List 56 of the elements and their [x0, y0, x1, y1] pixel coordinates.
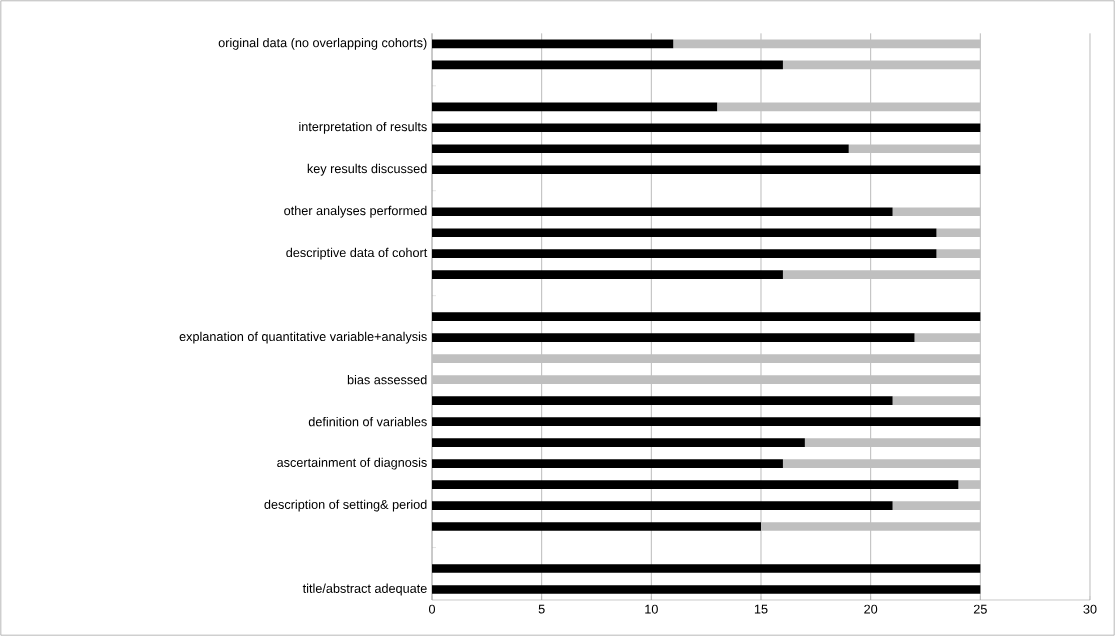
bar [936, 249, 981, 259]
bar [432, 312, 981, 321]
bar [432, 417, 981, 426]
bar [432, 522, 761, 531]
bar [432, 165, 981, 175]
bar [432, 585, 981, 594]
bar [432, 228, 937, 238]
bar [782, 459, 981, 468]
bar [936, 228, 981, 238]
bar [804, 438, 981, 447]
y-tick-label: descriptive data of cohort [286, 247, 428, 260]
x-tick-label: 30 [1083, 604, 1097, 614]
bar [432, 396, 893, 405]
bar [432, 60, 783, 70]
y-tick-label: explanation of quantitative variable+analysis [179, 331, 427, 344]
bar [432, 501, 893, 510]
y-tick-label: original data (no overlapping cohorts) [218, 37, 427, 50]
x-tick-label: 5 [538, 604, 545, 614]
bar [958, 480, 981, 489]
y-tick-label: ascertainment of diagnosis [277, 457, 427, 470]
y-tick-label: description of setting& period [264, 499, 427, 512]
bar [432, 270, 783, 280]
y-tick-label: key results discussed [307, 163, 427, 176]
x-tick-label: 20 [864, 604, 878, 614]
bar [892, 207, 981, 217]
bar [432, 207, 893, 217]
x-tick-label: 15 [754, 604, 768, 614]
bar [432, 102, 718, 112]
bar [914, 333, 981, 342]
x-tick-label: 0 [428, 604, 436, 614]
bar [432, 375, 981, 384]
x-tick-label: 25 [973, 604, 987, 614]
y-tick-label: title/abstract adequate [302, 583, 427, 596]
bar [432, 354, 981, 363]
bar [782, 60, 981, 70]
bar [432, 480, 959, 489]
bar [432, 564, 981, 573]
x-tick-label: 10 [645, 604, 658, 614]
bar [432, 459, 783, 468]
bar [673, 39, 981, 49]
bar [892, 501, 981, 510]
bar [432, 123, 981, 133]
bar [761, 522, 981, 531]
bar [892, 396, 981, 405]
bar [848, 144, 981, 154]
bar [432, 333, 915, 342]
bar [432, 438, 805, 447]
bar [432, 249, 937, 259]
y-tick-label: definition of variables [308, 416, 427, 427]
bar [717, 102, 981, 112]
y-tick-label: other analyses performed [284, 205, 427, 218]
y-tick-label: bias assessed [347, 374, 427, 385]
bar [432, 144, 849, 154]
bar [432, 39, 674, 49]
bar [782, 270, 981, 280]
y-tick-label: interpretation of results [299, 121, 427, 134]
